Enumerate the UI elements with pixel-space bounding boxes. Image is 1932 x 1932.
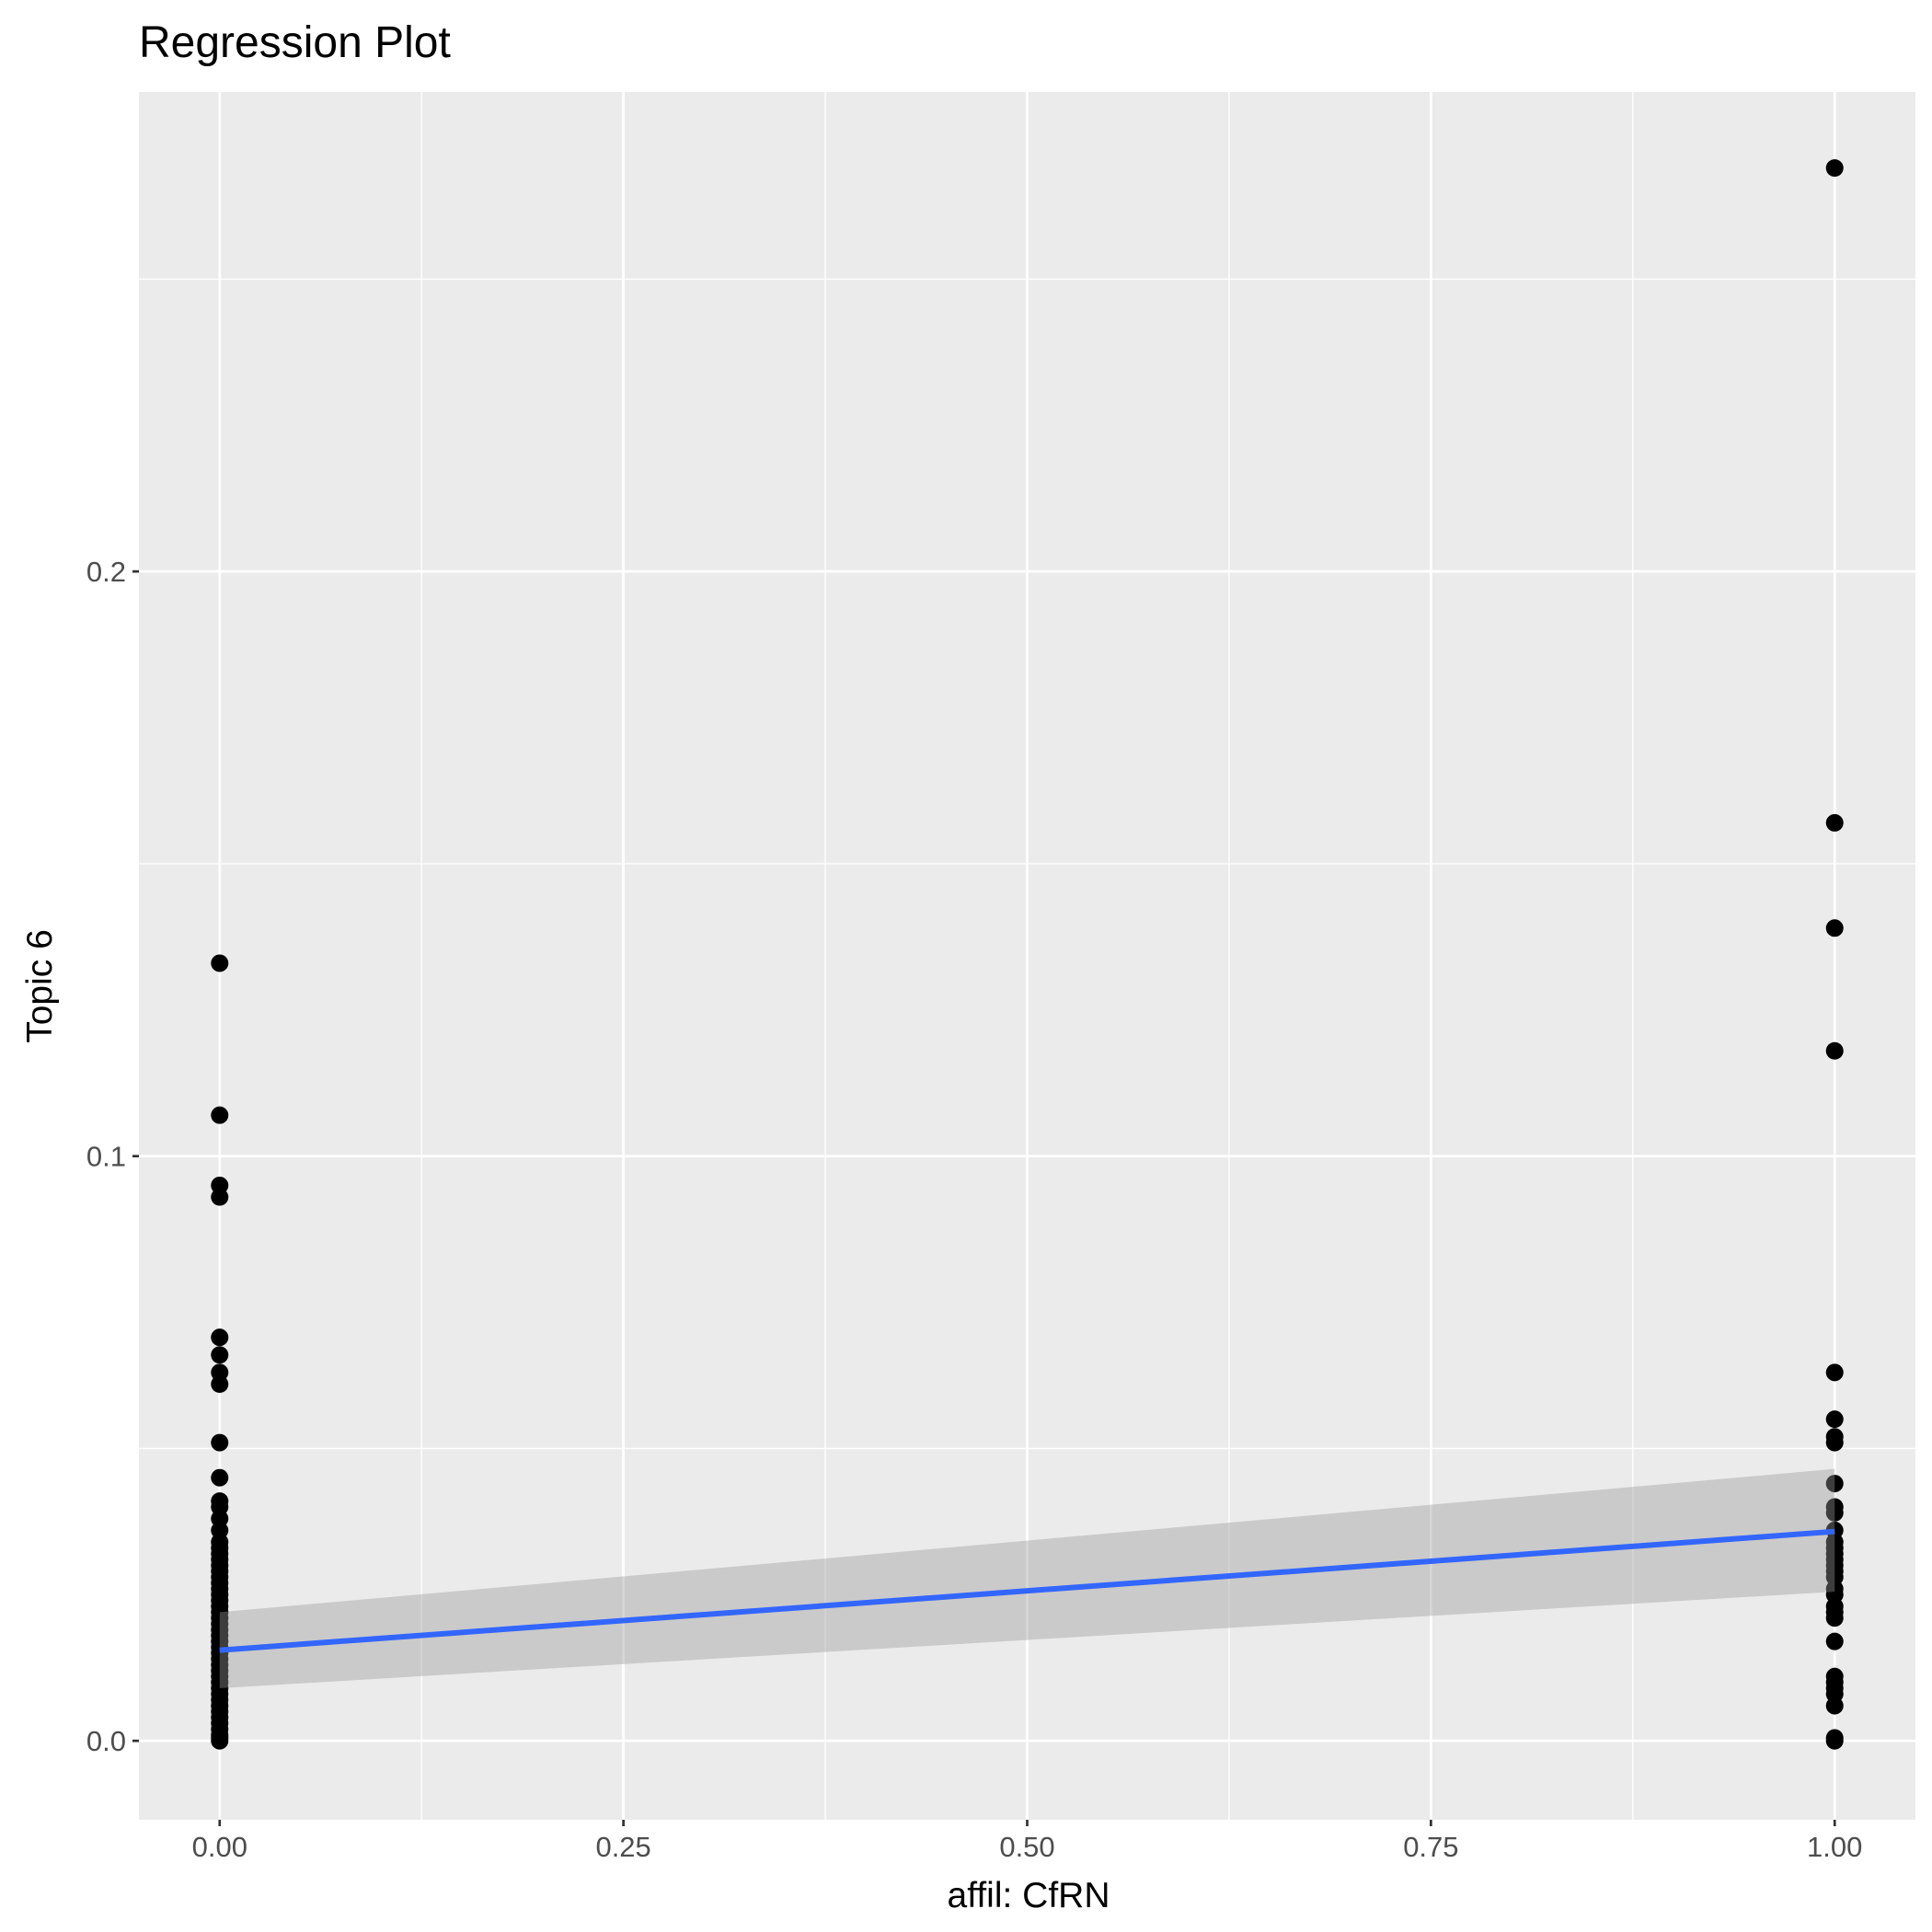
data-point xyxy=(1825,1041,1844,1060)
data-point xyxy=(1825,1410,1844,1429)
data-point xyxy=(211,1731,229,1750)
data-point xyxy=(1825,1731,1844,1750)
x-axis: 0.00 0.25 0.50 0.75 1.00 xyxy=(192,1820,1862,1863)
data-point xyxy=(1825,159,1844,178)
x-tick-label: 0.50 xyxy=(999,1831,1054,1863)
y-tick-label: 0.1 xyxy=(86,1141,126,1173)
data-point xyxy=(1825,1609,1844,1627)
data-point xyxy=(1825,1696,1844,1715)
regression-line xyxy=(219,1528,1835,1653)
x-tick-label: 0.75 xyxy=(1403,1831,1458,1863)
data-point xyxy=(1825,1503,1844,1522)
confidence-band xyxy=(219,1468,1835,1689)
major-gridlines xyxy=(139,92,1915,1820)
y-axis: 0.0 0.1 0.2 xyxy=(86,556,139,1757)
x-tick-label: 0.25 xyxy=(595,1831,650,1863)
y-tick-label: 0.2 xyxy=(86,556,126,588)
x-axis-title: affil: CfRN xyxy=(948,1876,1110,1915)
x-tick-label: 0.00 xyxy=(192,1831,247,1863)
data-point xyxy=(211,1433,229,1452)
data-point xyxy=(1825,1632,1844,1650)
y-axis-title: Topic 6 xyxy=(20,929,60,1043)
data-point xyxy=(211,1468,229,1487)
data-points xyxy=(211,159,1844,1750)
data-point xyxy=(1825,1433,1844,1452)
data-point xyxy=(1825,813,1844,832)
data-point xyxy=(211,1346,229,1364)
data-point xyxy=(211,954,229,972)
chart-title: Regression Plot xyxy=(139,18,451,67)
data-point xyxy=(211,1188,229,1206)
data-point xyxy=(1825,919,1844,937)
data-point xyxy=(1825,1363,1844,1382)
y-tick-label: 0.0 xyxy=(86,1725,126,1757)
x-tick-label: 1.00 xyxy=(1807,1831,1862,1863)
data-point xyxy=(211,1375,229,1394)
data-point xyxy=(211,1328,229,1347)
data-point xyxy=(211,1106,229,1124)
data-point xyxy=(1825,1475,1844,1493)
